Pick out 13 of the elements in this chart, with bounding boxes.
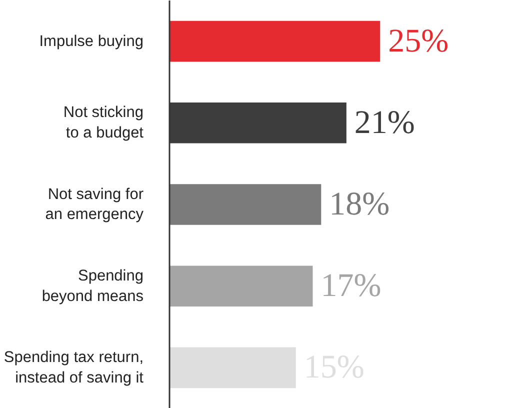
y-tick-label: Not sticking to a budget <box>63 104 144 142</box>
data-label: 21% <box>354 104 415 141</box>
bar <box>170 184 322 225</box>
bar <box>170 20 380 62</box>
y-tick-label: Impulse buying <box>39 32 144 50</box>
data-label: 25% <box>388 23 449 60</box>
data-label: 18% <box>329 186 390 222</box>
bar <box>170 347 296 388</box>
y-tick-label: Spending beyond means <box>42 267 144 305</box>
data-label: 17% <box>320 268 382 304</box>
y-tick-label: Not saving for an emergency <box>45 186 144 224</box>
bar <box>170 266 313 306</box>
y-tick-label: Spending tax return, instead of saving it <box>4 349 144 386</box>
